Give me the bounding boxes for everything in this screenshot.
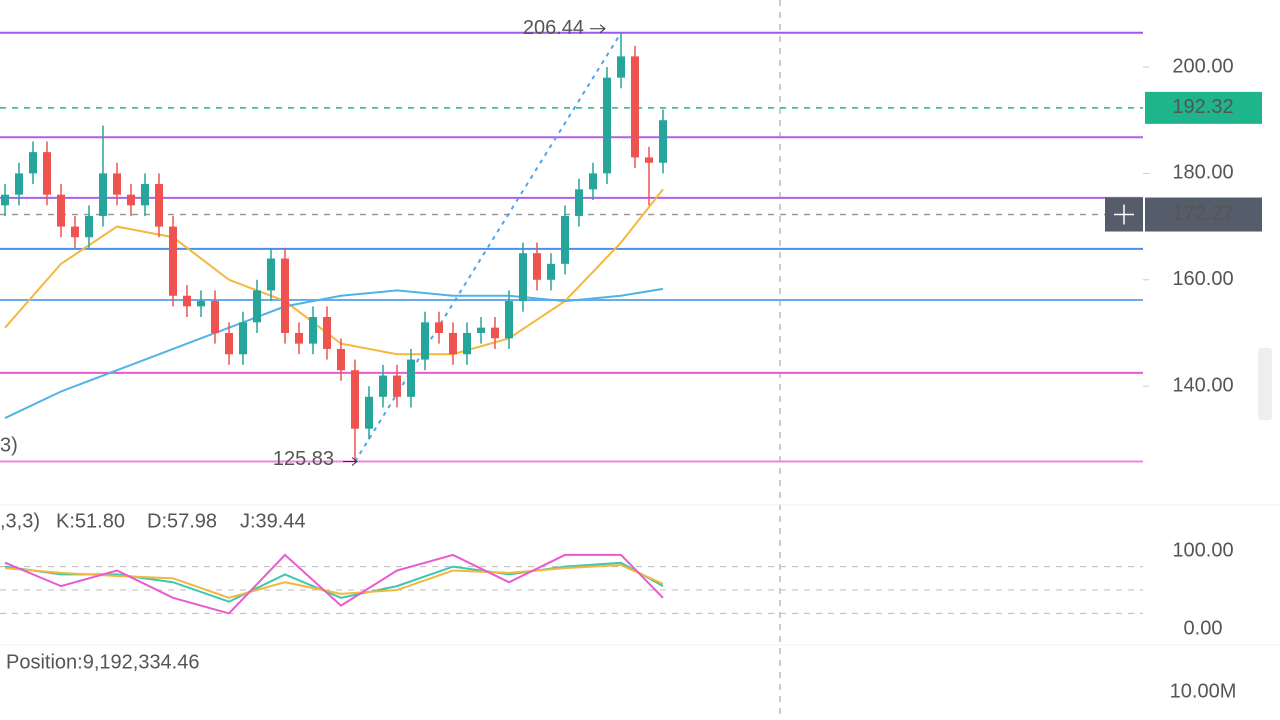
candle-body — [239, 322, 247, 355]
candle-body — [155, 184, 163, 227]
indicator-fragment: 3) — [0, 434, 18, 456]
candle-body — [337, 348, 345, 371]
high-arrow — [590, 24, 606, 34]
y-tick-label: 0.00 — [1184, 617, 1223, 639]
candle-body — [85, 215, 93, 238]
kdj-legend: J:39.44 — [240, 510, 306, 532]
last-price-label: 192.32 — [1172, 96, 1233, 118]
candle-body — [421, 322, 429, 360]
candle-body — [183, 295, 191, 307]
candle-body — [309, 317, 317, 344]
candle-body — [561, 215, 569, 264]
kdj-legend: K:51.80 — [56, 510, 125, 532]
low-arrow — [343, 457, 358, 466]
kdj-legend: D:57.98 — [147, 510, 217, 532]
candle-body — [15, 173, 23, 195]
candle-body — [225, 332, 233, 355]
candle-body — [631, 56, 639, 158]
crosshair-badge — [1145, 197, 1262, 232]
candle-body — [589, 173, 597, 190]
candle-body — [379, 375, 387, 397]
candle-body — [29, 152, 37, 174]
low-label: 125.83 — [273, 448, 334, 470]
candle-body — [393, 375, 401, 397]
crosshair-label: 172.27 — [1172, 203, 1233, 225]
candle-body — [211, 301, 219, 333]
candle-body — [267, 258, 275, 291]
candle-body — [141, 184, 149, 206]
candle-body — [253, 290, 261, 323]
candle-body — [617, 56, 625, 78]
candle-body — [435, 322, 443, 333]
candle-body — [575, 189, 583, 216]
candle-body — [1, 194, 9, 206]
candle-body — [477, 327, 485, 333]
crosshair-plus — [1114, 204, 1134, 225]
candle-body — [57, 194, 65, 227]
candle-body — [505, 301, 513, 339]
candle-body — [645, 157, 653, 163]
y-tick-label: 100.00 — [1172, 539, 1233, 561]
candle-body — [169, 226, 177, 296]
candle-body — [449, 332, 457, 355]
candle-body — [113, 173, 121, 195]
kdj-params: ,3,3) — [0, 510, 40, 532]
high-label: 206.44 — [523, 17, 584, 39]
y-tick-label: 140.00 — [1172, 374, 1233, 396]
y-tick-label: 160.00 — [1172, 268, 1233, 290]
trend-line — [354, 32, 622, 463]
candle-body — [281, 258, 289, 333]
y-tick-label: 180.00 — [1172, 162, 1233, 184]
candle-body — [603, 77, 611, 174]
candle-body — [323, 317, 331, 349]
candle-body — [547, 263, 555, 280]
y-tick-label: 10.00M — [1170, 680, 1237, 702]
kdj-line — [4, 564, 664, 599]
candle-body — [407, 359, 415, 397]
candle-body — [365, 396, 373, 429]
kdj-line — [4, 561, 664, 603]
candle-body — [351, 370, 359, 429]
candle-body — [295, 332, 303, 344]
last-price-badge — [1145, 91, 1262, 124]
kdj-line — [4, 553, 664, 615]
candle-body — [99, 173, 107, 216]
y-tick-label: 200.00 — [1172, 55, 1233, 77]
candle-body — [71, 226, 79, 238]
candle-body — [127, 194, 135, 206]
candle-body — [463, 332, 471, 355]
moving-average — [4, 287, 664, 419]
candle-body — [533, 253, 541, 280]
scroll-handle[interactable] — [1258, 348, 1272, 420]
candle-body — [491, 327, 499, 339]
candle-body — [519, 253, 527, 302]
candle-body — [197, 301, 205, 307]
volume-title: Position:9,192,334.46 — [6, 651, 200, 673]
candle-body — [659, 120, 667, 163]
candle-body — [43, 152, 51, 195]
